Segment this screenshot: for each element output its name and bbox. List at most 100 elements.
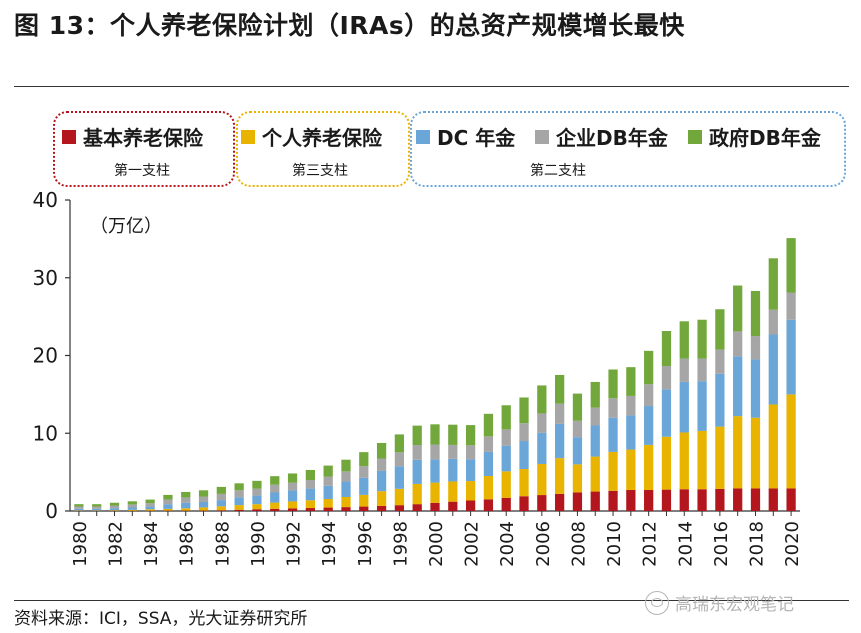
x-tick-label: 1998 [390, 521, 411, 567]
bar-2016-series-1 [715, 426, 725, 489]
bar-1988-series-3 [216, 493, 226, 501]
bar-2020-series-2 [786, 319, 796, 395]
bar-2010-series-2 [608, 417, 618, 452]
bar-2018-series-0 [750, 488, 761, 511]
legend-label: 政府DB年金 [709, 126, 821, 150]
x-tick-label: 1982 [106, 521, 127, 567]
bar-1982-series-1 [109, 510, 120, 511]
bar-1991-series-3 [270, 484, 280, 493]
bar-1987-series-1 [198, 507, 209, 511]
bar-2000-series-4 [430, 424, 440, 445]
bar-2005-series-4 [519, 397, 529, 424]
bar-1992-series-0 [287, 508, 298, 511]
bar-1994-series-1 [323, 499, 333, 508]
legend-swatch [535, 129, 549, 144]
bar-2020-series-1 [786, 394, 796, 489]
bar-1985-series-4 [163, 494, 173, 500]
x-tick-label: 1996 [355, 521, 376, 567]
bar-1993-series-3 [305, 480, 315, 489]
bar-2017-series-4 [733, 285, 743, 332]
bar-2013-series-4 [661, 331, 672, 366]
legend-label: 个人养老保险 [262, 126, 382, 150]
bar-1986-series-4 [181, 491, 191, 498]
bar-1999-series-2 [412, 459, 422, 484]
bar-2001-series-3 [448, 444, 458, 459]
bar-2015-series-2 [697, 381, 707, 431]
bar-1994-series-2 [323, 485, 333, 500]
bar-1996-series-3 [359, 466, 369, 478]
x-tick-label: 2002 [462, 521, 483, 567]
bar-1992-series-2 [287, 490, 298, 502]
bar-1983-series-3 [127, 504, 137, 508]
bar-1995-series-1 [341, 497, 351, 508]
bar-1986-series-2 [181, 502, 191, 509]
bar-1989-series-3 [234, 490, 244, 498]
y-axis-unit: （万亿） [90, 216, 162, 237]
y-tick-label: 30 [33, 266, 58, 290]
bar-2010-series-0 [608, 490, 618, 511]
bar-2008-series-2 [572, 437, 583, 465]
bar-2004-series-1 [501, 471, 511, 498]
bar-2006-series-1 [537, 463, 547, 496]
bar-1989-series-4 [234, 483, 244, 491]
bar-2009-series-0 [590, 491, 600, 511]
x-tick-label: 2020 [782, 521, 803, 567]
bar-2017-series-3 [733, 331, 743, 357]
bar-2013-series-1 [661, 436, 672, 490]
bar-2002-series-3 [465, 445, 476, 460]
bar-1991-series-2 [270, 492, 280, 503]
bar-1996-series-4 [359, 452, 369, 467]
bar-2012-series-2 [644, 406, 654, 445]
legend-group-first-pillar [53, 111, 235, 187]
bar-1980-series-2 [74, 508, 84, 511]
bar-2018-series-3 [750, 336, 761, 360]
bar-2003-series-1 [483, 476, 494, 500]
bar-2009-series-4 [590, 381, 600, 408]
bar-1994-series-3 [323, 476, 333, 486]
bar-2006-series-0 [537, 495, 547, 511]
bar-1983-series-1 [127, 509, 137, 511]
bar-1989-series-2 [234, 497, 244, 506]
bar-2010-series-1 [608, 451, 618, 491]
bar-1989-series-1 [234, 505, 244, 510]
bar-1991-series-4 [270, 476, 280, 485]
bar-1999-series-0 [412, 504, 422, 511]
bar-2001-series-1 [448, 481, 458, 502]
bar-2014-series-0 [679, 489, 689, 511]
bar-2006-series-3 [537, 413, 547, 433]
bar-2000-series-0 [430, 502, 440, 511]
bar-2007-series-4 [555, 374, 565, 404]
bar-2013-series-3 [661, 365, 672, 390]
x-tick-label: 2012 [640, 521, 661, 567]
bar-2017-series-0 [733, 488, 743, 511]
x-tick-label: 1990 [248, 521, 269, 567]
x-tick-label: 1988 [212, 521, 233, 567]
legend-group-second-pillar [410, 111, 846, 187]
bar-2011-series-2 [626, 415, 636, 450]
legend-swatch [688, 129, 702, 144]
y-tick-label: 0 [45, 499, 58, 523]
bar-2014-series-3 [679, 358, 689, 382]
bar-1995-series-2 [341, 481, 351, 498]
bar-2013-series-2 [661, 389, 672, 437]
bar-1993-series-1 [305, 500, 315, 509]
bar-2000-series-1 [430, 482, 440, 503]
bar-2001-series-4 [448, 424, 458, 445]
source-note: 资料来源：ICI，SSA，光大证券研究所 [14, 609, 308, 629]
footer-divider [14, 600, 849, 601]
x-tick-label: 2018 [746, 521, 767, 567]
bar-1985-series-2 [163, 504, 173, 509]
bar-2003-series-3 [483, 436, 494, 452]
bar-2009-series-3 [590, 407, 600, 426]
bar-2011-series-1 [626, 449, 636, 491]
bar-2009-series-1 [590, 456, 600, 492]
x-tick-label: 1992 [284, 521, 305, 567]
bar-1986-series-1 [181, 508, 191, 511]
x-tick-label: 1980 [70, 521, 91, 567]
bar-2007-series-2 [555, 423, 565, 459]
bar-1999-series-4 [412, 425, 422, 446]
legend-item-personal-pension: 个人养老保险 [241, 122, 382, 151]
bar-1997-series-0 [376, 505, 387, 511]
bar-2015-series-0 [697, 489, 707, 511]
bar-1994-series-4 [323, 465, 333, 477]
